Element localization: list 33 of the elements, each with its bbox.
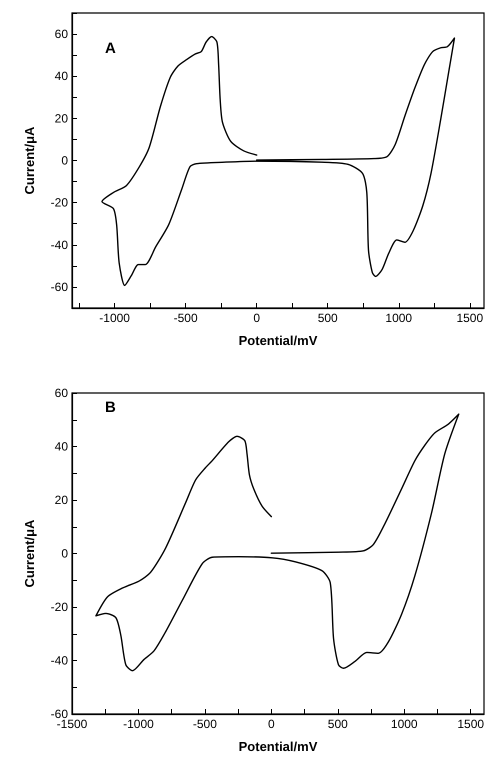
x-axis-title: Potential/mV (238, 333, 318, 348)
x-tick-label: -1000 (99, 311, 130, 325)
x-tick-label: 1500 (457, 717, 484, 731)
y-tick-label: 60 (54, 386, 68, 400)
text: A (105, 40, 116, 57)
y-tick-label: 20 (54, 111, 68, 126)
x-tick-label: 0 (253, 311, 260, 325)
x-tick-label: 0 (268, 717, 276, 731)
x-tick-label: -500 (192, 717, 218, 731)
line-series (95, 413, 460, 672)
y-tick-label: 0 (61, 154, 68, 168)
x-axis-title: Potential/mV (238, 739, 318, 754)
y-tick-label: -60 (50, 280, 68, 294)
y-tick-label: 40 (54, 69, 68, 84)
y-tick-label: 60 (54, 27, 68, 42)
y-axis-title: Current/μA (22, 518, 37, 588)
x-tick-label: 1000 (385, 311, 412, 325)
y-tick-label: 40 (54, 440, 68, 454)
x-tick-label: 1500 (456, 311, 484, 325)
y-tick-label: -20 (50, 600, 68, 614)
x-tick-label: 500 (328, 717, 348, 731)
y-tick-label: -20 (50, 196, 68, 210)
y-tick-label: -40 (50, 238, 68, 252)
x-tick-label: -500 (174, 311, 198, 325)
x-tick-label: 1000 (390, 717, 418, 731)
y-tick-label: 0 (61, 546, 68, 560)
x-tick-label: -1000 (123, 717, 154, 731)
y-tick-label: 20 (54, 493, 68, 507)
x-tick-label: 500 (318, 311, 338, 325)
line-series (101, 36, 456, 286)
y-tick-label: -40 (50, 654, 68, 668)
chart-title: B (105, 399, 116, 416)
y-axis-title: Current/μA (22, 126, 37, 194)
